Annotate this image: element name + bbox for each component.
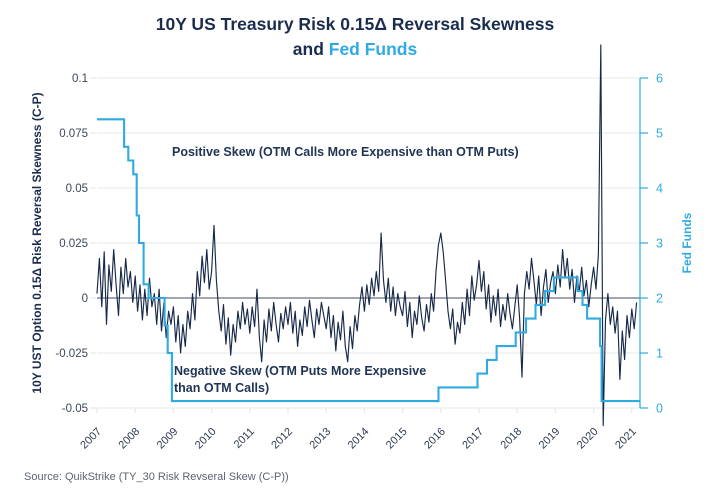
svg-text:2012: 2012	[269, 426, 295, 452]
svg-text:2018: 2018	[499, 426, 525, 452]
svg-text:4: 4	[656, 182, 663, 196]
annotation-negative-skew-line2: than OTM Calls)	[174, 380, 270, 395]
svg-text:0.1: 0.1	[72, 73, 88, 85]
svg-text:-0.025: -0.025	[55, 348, 88, 360]
svg-text:0: 0	[82, 293, 88, 305]
svg-text:-0.05: -0.05	[62, 403, 88, 415]
svg-text:2021: 2021	[613, 426, 639, 452]
svg-text:2019: 2019	[537, 426, 563, 452]
source-note: Source: QuikStrike (TY_30 Risk Revseral …	[24, 471, 289, 483]
right-axis-label: Fed Funds	[680, 212, 694, 274]
svg-text:2020: 2020	[575, 426, 601, 452]
svg-text:0.05: 0.05	[66, 183, 88, 195]
left-axis-label: 10Y UST Option 0.15Δ Risk Reversal Skewn…	[30, 92, 44, 394]
svg-text:2010: 2010	[193, 426, 219, 452]
annotation-negative-skew-line1: Negative Skew (OTM Puts More Expensive	[174, 364, 427, 378]
gridlines	[97, 77, 640, 409]
fed-funds-series-line	[97, 118, 640, 403]
svg-text:0.025: 0.025	[59, 238, 88, 250]
right-axis	[639, 77, 648, 409]
left-axis-tick-labels: 0.1 0.075 0.05 0.025 0 -0.025 -0.05	[55, 73, 88, 415]
svg-text:2007: 2007	[78, 426, 104, 452]
page-title: 10Y US Treasury Risk 0.15Δ Reversal Skew…	[0, 12, 710, 63]
svg-text:2013: 2013	[308, 426, 334, 452]
svg-text:3: 3	[656, 237, 663, 251]
svg-text:1: 1	[656, 347, 663, 361]
svg-text:2008: 2008	[117, 426, 143, 452]
title-line1: 10Y US Treasury Risk 0.15Δ Reversal Skew…	[155, 14, 555, 34]
x-axis-tick-labels: 2007 2008 2009 2010 2011 2012 2013 2014 2015 2016…	[78, 426, 639, 452]
skew-series-line	[96, 44, 638, 427]
svg-text:2011: 2011	[232, 426, 257, 451]
svg-text:2014: 2014	[346, 426, 372, 452]
svg-text:2017: 2017	[460, 426, 486, 452]
right-axis-tick-labels: 6 5 4 3 2 1 0	[656, 72, 663, 416]
title-fed-funds-highlight: Fed Funds	[328, 39, 418, 60]
svg-text:2015: 2015	[384, 426, 410, 452]
title-line2-prefix: and	[292, 39, 329, 60]
annotation-negative-skew: Negative Skew (OTM Puts More Expensive t…	[174, 363, 426, 396]
svg-text:0.075: 0.075	[59, 128, 88, 140]
svg-text:0: 0	[656, 402, 663, 416]
annotation-positive-skew: Positive Skew (OTM Calls More Expensive …	[172, 145, 519, 159]
svg-text:2009: 2009	[155, 426, 181, 452]
svg-text:2016: 2016	[422, 426, 448, 452]
left-axis-ticks	[90, 77, 96, 409]
x-axis-ticks	[96, 408, 633, 413]
svg-text:5: 5	[656, 127, 663, 141]
svg-text:2: 2	[656, 292, 663, 306]
svg-text:6: 6	[656, 72, 663, 86]
